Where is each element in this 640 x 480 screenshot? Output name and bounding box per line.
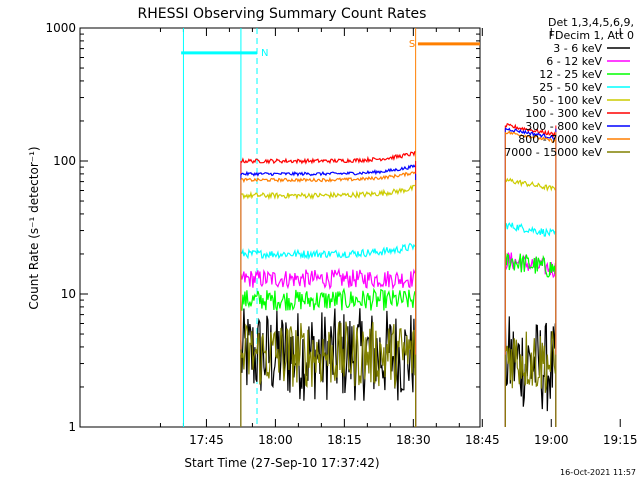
series-line xyxy=(504,331,556,393)
legend-label: 300 - 800 keV xyxy=(525,120,602,133)
series-line xyxy=(504,251,556,278)
series-3-6-kev xyxy=(240,308,557,427)
legend-label: 7000 - 15000 keV xyxy=(504,146,602,159)
series-line xyxy=(240,321,416,388)
series-line xyxy=(504,222,556,237)
legend-label: 3 - 6 keV xyxy=(553,42,602,55)
x-tick-label: 18:15 xyxy=(327,433,362,447)
x-tick-label: 17:45 xyxy=(189,433,224,447)
series-line xyxy=(504,123,556,138)
y-axis-label: Count Rate (s⁻¹ detector⁻¹) xyxy=(27,146,41,309)
flag-label: N xyxy=(261,48,268,59)
series-line xyxy=(240,267,416,291)
flag-label: S xyxy=(409,39,415,50)
series-line xyxy=(504,177,556,192)
x-axis-label: Start Time (27-Sep-10 17:37:42) xyxy=(184,456,379,470)
legend: Det 1,3,4,5,6,9, FDecim 1, Att 0 3 - 6 k… xyxy=(504,16,634,159)
legend-label: 50 - 100 keV xyxy=(532,94,602,107)
series-line xyxy=(504,127,556,140)
legend-label: 100 - 300 keV xyxy=(525,107,602,120)
series-line xyxy=(504,252,556,279)
plot-area: 1 10 100 1000 17:45 18:00 18:15 18:30 18:45 19:00… xyxy=(45,21,637,447)
series-line xyxy=(240,164,416,177)
series-7000-15000-kev xyxy=(240,321,557,427)
x-tick-label: 19:15 xyxy=(603,433,638,447)
y-tick-label: 100 xyxy=(53,154,76,168)
chart-title: RHESSI Observing Summary Count Rates xyxy=(138,6,427,22)
x-tick-label: 19:00 xyxy=(534,433,569,447)
legend-label: 800 - 7000 keV xyxy=(518,133,602,146)
series-line xyxy=(240,184,415,201)
series-line xyxy=(240,151,416,165)
series-line xyxy=(240,242,416,261)
series-line xyxy=(504,130,556,143)
x-tick-label: 18:30 xyxy=(396,433,431,447)
legend-label: 6 - 12 keV xyxy=(546,55,602,68)
plot-frame xyxy=(79,27,481,428)
legend-header-1: Det 1,3,4,5,6,9, xyxy=(548,16,634,29)
x-tick-label: 18:45 xyxy=(465,433,500,447)
series-line xyxy=(240,287,416,311)
legend-label: 25 - 50 keV xyxy=(539,81,602,94)
legend-header-2: FDecim 1, Att 0 xyxy=(549,29,634,42)
x-tick-label: 18:00 xyxy=(258,433,293,447)
y-tick-label: 1 xyxy=(68,420,76,434)
legend-label: 12 - 25 keV xyxy=(539,68,602,81)
series-line xyxy=(240,171,416,184)
y-tick-label: 10 xyxy=(61,287,76,301)
y-tick-label: 1000 xyxy=(45,21,76,35)
timestamp: 16-Oct-2021 11:57 xyxy=(560,468,636,477)
